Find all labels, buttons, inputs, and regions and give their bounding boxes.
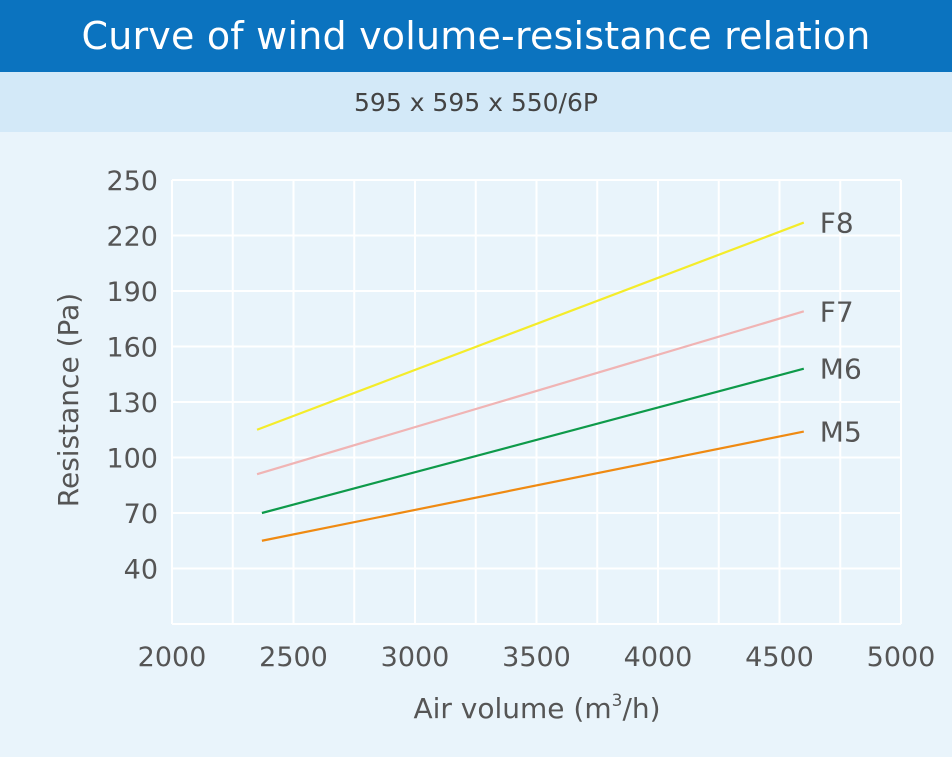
- y-tick-label: 40: [124, 555, 158, 586]
- chart-series: [256, 221, 805, 542]
- x-tick-label: 5000: [867, 642, 936, 673]
- series-label-m5: M5: [820, 416, 862, 449]
- series-label-m6: M6: [820, 353, 862, 386]
- series-line-m6: [261, 367, 805, 515]
- series-line-m5: [261, 430, 805, 542]
- y-axis-title: Resistance (Pa): [52, 293, 85, 507]
- x-tick-label: 4000: [624, 642, 693, 673]
- series-line-f8: [256, 221, 805, 431]
- x-tick-label: 2000: [138, 642, 207, 673]
- x-tick-labels: 2000 2500 3000 3500 4000 4500 5000: [138, 642, 936, 673]
- series-line-f7: [256, 310, 805, 476]
- y-tick-label: 250: [106, 166, 158, 197]
- series-labels: F8 F7 M6 M5: [820, 207, 862, 449]
- x-tick-label: 3500: [502, 642, 571, 673]
- series-label-f7: F7: [820, 295, 854, 328]
- y-tick-label: 100: [106, 444, 158, 475]
- x-tick-label: 2500: [259, 642, 328, 673]
- x-tick-label: 4500: [745, 642, 814, 673]
- chart-subtitle: 595 x 595 x 550/6P: [0, 72, 952, 132]
- y-tick-labels: 40 70 100 130 160 190 220 250: [106, 166, 158, 586]
- y-tick-label: 160: [106, 333, 158, 364]
- y-tick-label: 190: [106, 277, 158, 308]
- y-tick-label: 130: [106, 388, 158, 419]
- y-tick-label: 220: [106, 222, 158, 253]
- x-axis-title: Air volume (m3/h): [413, 691, 660, 725]
- y-tick-label: 70: [124, 499, 158, 530]
- series-label-f8: F8: [820, 207, 854, 240]
- x-tick-label: 3000: [381, 642, 450, 673]
- chart-title: Curve of wind volume-resistance relation: [0, 0, 952, 72]
- chart-grid: [171, 179, 902, 625]
